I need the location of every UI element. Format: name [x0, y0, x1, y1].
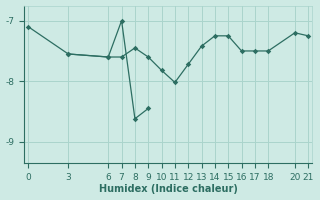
X-axis label: Humidex (Indice chaleur): Humidex (Indice chaleur) [99, 184, 238, 194]
